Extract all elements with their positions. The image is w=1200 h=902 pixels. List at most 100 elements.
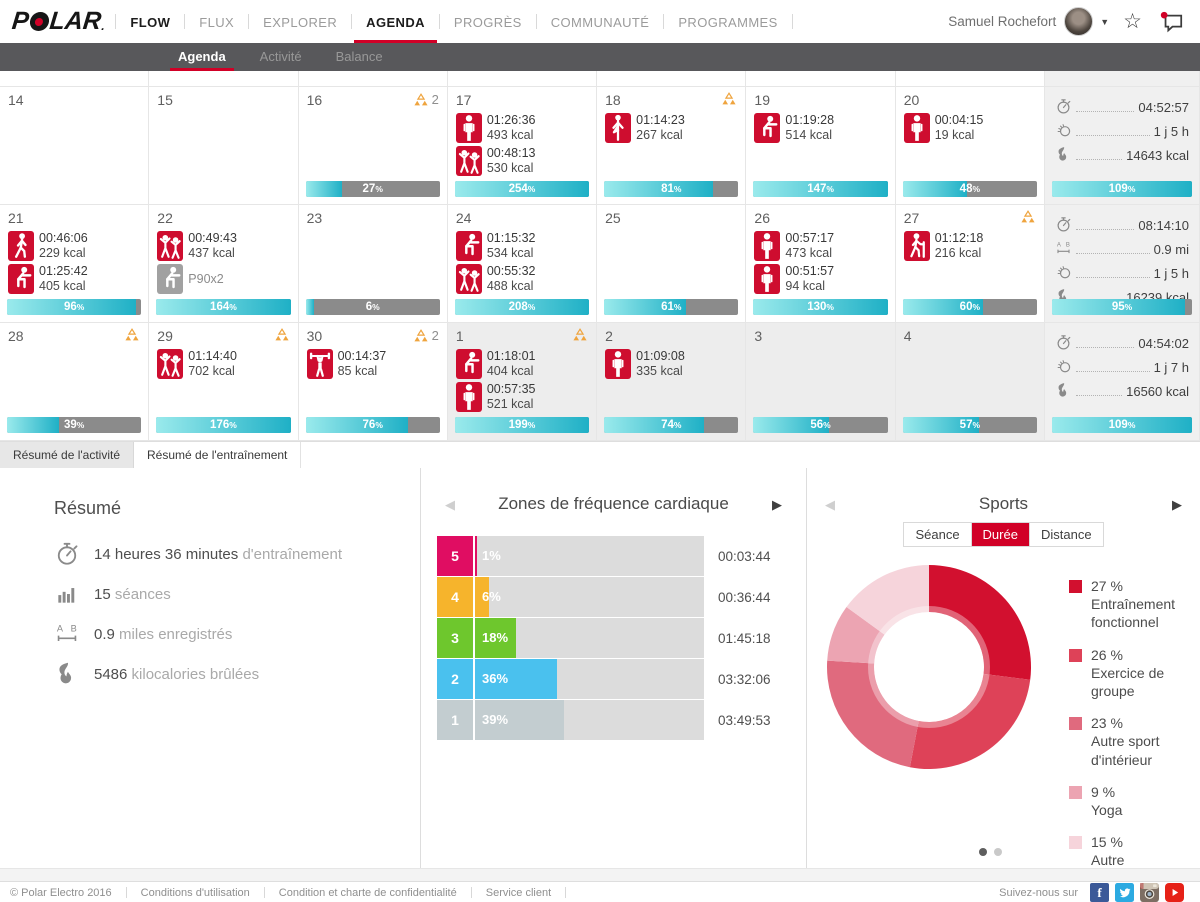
progress-bar: 60% <box>902 299 1037 315</box>
workout-entry[interactable]: 01:18:01 404 kcal <box>455 349 588 379</box>
zone-label: 2 <box>437 659 473 699</box>
workout-entry[interactable]: 00:49:43 437 kcal <box>157 231 289 261</box>
week-summary-cell[interactable]: 04:54:02 1 j 7 h 16560 kcal 109% <box>1045 323 1200 441</box>
instagram-icon[interactable] <box>1140 883 1159 902</box>
carousel-dot[interactable] <box>979 848 987 856</box>
workout-entry[interactable]: 00:14:37 85 kcal <box>306 349 439 379</box>
planned-workout-label: P90x2 <box>188 271 224 286</box>
youtube-icon[interactable] <box>1165 883 1184 902</box>
subnav-item-balance[interactable]: Balance <box>335 49 383 64</box>
twitter-icon[interactable] <box>1115 883 1134 902</box>
workout-entry[interactable]: 01:09:08 335 kcal <box>605 349 737 379</box>
workout-entry[interactable]: 01:14:23 267 kcal <box>605 113 737 143</box>
day-cell-15[interactable]: 15 <box>149 87 299 205</box>
workout-entry[interactable]: 01:19:28 514 kcal <box>754 113 886 143</box>
workout-entry[interactable]: 00:04:15 19 kcal <box>903 113 1036 143</box>
progress-bar-fill <box>7 299 136 315</box>
legend-item: 26 % Exercice de groupe <box>1069 646 1179 701</box>
workout-entry[interactable]: 00:57:17 473 kcal <box>754 231 886 261</box>
functional-training-icon <box>8 264 34 294</box>
workout-entry[interactable]: P90x2 <box>157 264 289 294</box>
notifications-icon[interactable] <box>1160 11 1184 33</box>
workout-entry[interactable]: 00:57:35 521 kcal <box>455 382 588 412</box>
workout-entry[interactable]: 01:26:36 493 kcal <box>455 113 588 143</box>
donut-slice[interactable] <box>929 565 1032 680</box>
favorites-star-icon[interactable]: ☆ <box>1123 10 1142 33</box>
day-cell-30[interactable]: 30 2 00:14:37 85 kcal 76% <box>298 323 448 441</box>
strength-icon <box>306 349 333 379</box>
functional-training-icon <box>754 113 781 143</box>
next-arrow-icon[interactable]: ▶ <box>771 496 782 512</box>
day-cell-21[interactable]: 21 00:46:06 229 kcal 01:25:42 405 kcal 96% <box>0 205 150 323</box>
legend-text: 26 % Exercice de groupe <box>1091 646 1165 699</box>
subnav-item-activité[interactable]: Activité <box>259 49 302 64</box>
day-cell-27[interactable]: 27 01:12:18 216 kcal 60% <box>895 205 1045 323</box>
sports-tab-distance[interactable]: Distance <box>1029 523 1103 546</box>
facebook-icon[interactable]: f <box>1090 883 1109 902</box>
day-cell-4[interactable]: 4 57% <box>895 323 1045 441</box>
footer-link[interactable]: Condition et charte de confidentialité <box>278 886 457 899</box>
day-cell-26[interactable]: 26 00:57:17 473 kcal 00:51:57 94 kcal 130% <box>746 205 896 323</box>
day-cell-24[interactable]: 24 01:15:32 534 kcal 00:55:32 488 kcal 208% <box>447 205 598 323</box>
footer-link[interactable]: Service client <box>485 886 552 899</box>
week-summary-value: 16560 kcal <box>1126 384 1189 399</box>
workout-entry[interactable]: 00:48:13 530 kcal <box>455 146 588 176</box>
workout-entry[interactable]: 00:46:06 229 kcal <box>8 231 140 261</box>
footer-link[interactable]: Conditions d'utilisation <box>140 886 250 899</box>
chevron-down-icon[interactable]: ▼ <box>1100 16 1110 27</box>
week-summary-cell[interactable]: 08:14:10 A B 0.9 mi 1 j 5 h 16239 kcal 95% <box>1045 205 1200 323</box>
progress-bar-label: 164% <box>210 301 237 313</box>
nav-item-explorer[interactable]: EXPLORER <box>263 15 338 30</box>
workout-entry[interactable]: 01:12:18 216 kcal <box>903 231 1036 261</box>
user-name[interactable]: Samuel Rochefort <box>948 14 1057 29</box>
day-cell-14[interactable]: 14 <box>0 87 150 205</box>
donut-slice[interactable] <box>826 660 919 768</box>
day-cell-28[interactable]: 28 39% <box>0 323 150 441</box>
subnav-item-agenda[interactable]: Agenda <box>170 43 234 71</box>
next-arrow-icon[interactable]: ▶ <box>1171 496 1182 512</box>
carousel-dot[interactable] <box>994 848 1002 856</box>
day-cell-19[interactable]: 19 01:19:28 514 kcal 147% <box>746 87 896 205</box>
donut-slice[interactable] <box>846 565 929 635</box>
day-cell-25[interactable]: 25 61% <box>597 205 747 323</box>
tab-activity-summary[interactable]: Résumé de l'activité <box>0 442 135 468</box>
workout-entry[interactable]: 01:14:40 702 kcal <box>157 349 289 379</box>
nav-item-progrès[interactable]: PROGRÈS <box>453 15 522 30</box>
logo-text-lar: LAR <box>48 7 103 35</box>
workout-entry[interactable]: 00:55:32 488 kcal <box>455 264 588 294</box>
workout-entry[interactable]: 01:15:32 534 kcal <box>455 231 588 261</box>
nav-item-agenda[interactable]: AGENDA <box>354 0 437 43</box>
nav-item-programmes[interactable]: PROGRAMMES <box>678 15 778 30</box>
day-cell-1[interactable]: 1 01:18:01 404 kcal 00:57:35 521 kcal 199% <box>447 323 598 441</box>
nav-item-communauté[interactable]: COMMUNAUTÉ <box>550 15 650 30</box>
donut-slice[interactable] <box>909 673 1031 769</box>
week-summary-cell[interactable]: 04:52:57 1 j 5 h 14643 kcal 109% <box>1045 87 1200 205</box>
day-cell-2[interactable]: 2 01:09:08 335 kcal 74% <box>597 323 747 441</box>
day-cell-3[interactable]: 3 56% <box>746 323 896 441</box>
week-summary-row: 08:14:10 <box>1055 214 1189 233</box>
day-cell-29[interactable]: 29 01:14:40 702 kcal 176% <box>149 323 299 441</box>
sports-tab-durée[interactable]: Durée <box>971 523 1030 546</box>
prev-arrow-icon[interactable]: ◀ <box>825 496 835 512</box>
hr-zones-chart: 5 1% 00:03:44 4 6% 00:36:44 3 18% 01:45:18 2 36% 03… <box>437 536 790 740</box>
sports-metric-tabs: Séance Durée Distance <box>903 522 1104 547</box>
day-cell-22[interactable]: 22 00:49:43 437 kcal P90x2 164% <box>149 205 299 323</box>
prev-arrow-icon[interactable]: ◀ <box>445 496 455 512</box>
day-cell-17[interactable]: 17 01:26:36 493 kcal 00:48:13 530 kcal 254% <box>447 87 598 205</box>
day-cell-20[interactable]: 20 00:04:15 19 kcal 48% <box>895 87 1045 205</box>
day-number: 28 <box>8 328 24 344</box>
donut-slice[interactable] <box>827 607 885 664</box>
day-cell-23[interactable]: 23 6% <box>298 205 448 323</box>
tab-training-summary[interactable]: Résumé de l'entraînement <box>134 442 302 468</box>
workout-entry[interactable]: 00:51:57 94 kcal <box>754 264 886 294</box>
day-cell-16[interactable]: 16 2 27% <box>298 87 448 205</box>
nav-item-flow[interactable]: FLOW <box>130 15 171 30</box>
nav-item-flux[interactable]: FLUX <box>199 15 235 30</box>
polar-logo[interactable]: P LAR. <box>10 7 106 36</box>
day-cell-18[interactable]: 18 01:14:23 267 kcal 81% <box>597 87 747 205</box>
day-cell-partial <box>0 71 150 87</box>
workout-entry[interactable]: 01:25:42 405 kcal <box>8 264 140 294</box>
workout-duration: 01:14:23 <box>636 113 685 128</box>
avatar[interactable] <box>1064 7 1094 36</box>
sports-tab-séance[interactable]: Séance <box>904 523 972 546</box>
